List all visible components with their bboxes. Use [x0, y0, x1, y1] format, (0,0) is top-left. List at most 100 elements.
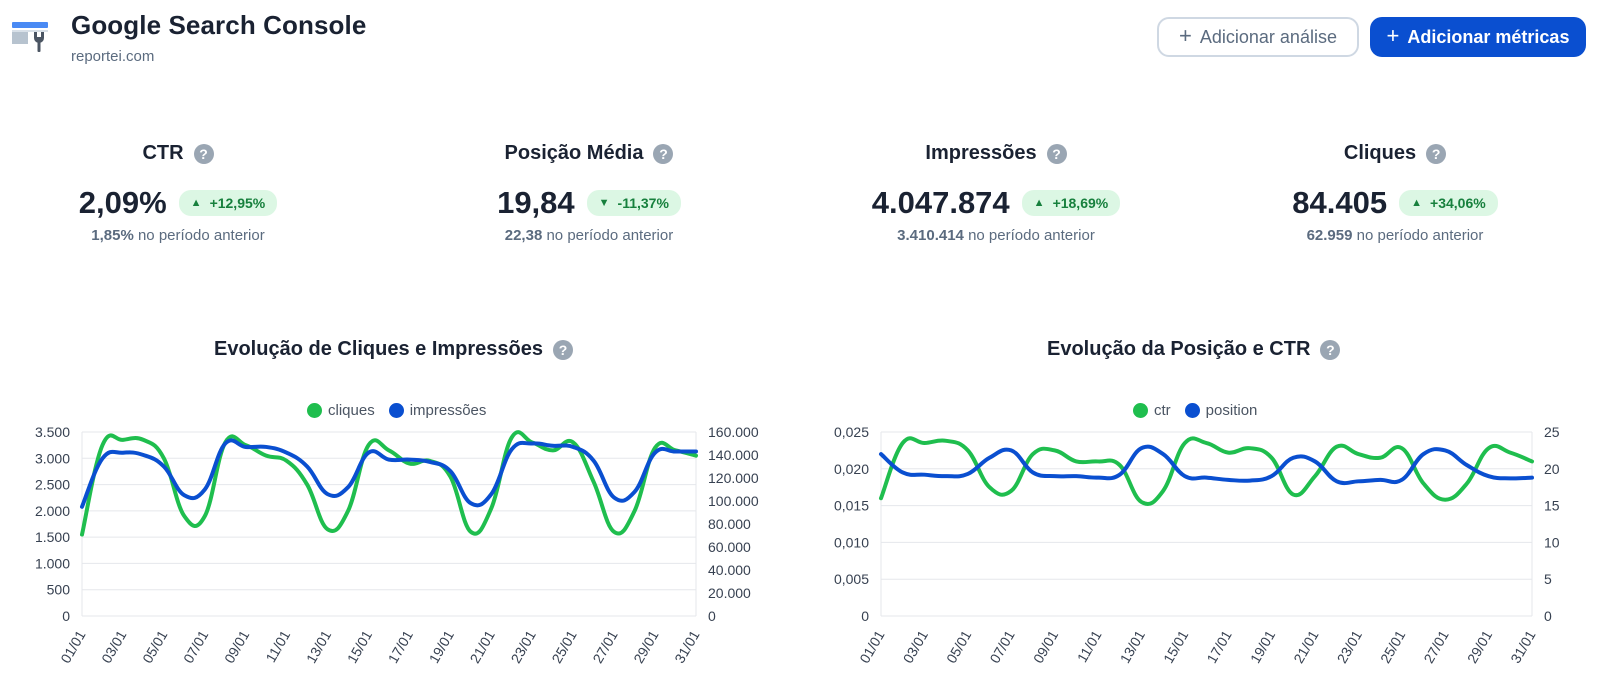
y-left-tick-label: 0,015 [834, 498, 869, 514]
y-right-tick-label: 100.000 [708, 493, 759, 509]
kpi-value: 19,84 [497, 185, 575, 220]
kpi-title: Cliques ? [1344, 142, 1447, 165]
legend-label: ctr [1154, 402, 1171, 419]
y-left-tick-label: 500 [47, 582, 71, 598]
y-right-tick-label: 120.000 [708, 470, 759, 486]
x-tick-label: 21/01 [467, 627, 498, 666]
page-header: Google Search Console reportei.com + Adi… [0, 0, 1600, 80]
x-tick-label: 29/01 [630, 627, 661, 666]
help-icon[interactable]: ? [653, 143, 674, 164]
arrow-up-icon: ▲ [190, 197, 202, 209]
x-tick-label: 23/01 [1334, 627, 1365, 666]
kpi-previous: 22,38 no período anterior [399, 227, 779, 244]
delta-value: +34,06% [1430, 195, 1486, 211]
kpi-value: 2,09% [78, 185, 167, 220]
help-icon[interactable]: ? [553, 339, 574, 360]
legend-item-position[interactable]: position [1184, 402, 1258, 419]
x-tick-label: 11/01 [1074, 627, 1105, 665]
help-icon[interactable]: ? [1046, 143, 1067, 164]
legend-swatch [388, 403, 404, 418]
kpi-average-position: Posição Média ? 19,84 ▼ -11,37% 22,38 no… [399, 142, 779, 244]
legend-swatch [1184, 403, 1200, 418]
x-tick-label: 01/01 [856, 627, 887, 666]
x-tick-label: 17/01 [1203, 627, 1234, 666]
legend-label: impressões [409, 402, 487, 419]
x-tick-label: 03/01 [900, 627, 931, 666]
chart-legend: cliques impressões [307, 402, 486, 419]
add-analysis-label: Adicionar análise [1199, 26, 1337, 47]
y-left-tick-label: 0 [62, 608, 70, 624]
y-left-tick-label: 1.000 [35, 555, 70, 571]
y-right-tick-label: 10 [1544, 534, 1560, 550]
legend-item-ctr[interactable]: ctr [1133, 402, 1171, 419]
x-tick-label: 17/01 [385, 627, 416, 666]
page-subtitle: reportei.com [71, 48, 155, 65]
delta-badge: ▼ -11,37% [586, 190, 681, 216]
delta-value: +18,69% [1052, 195, 1109, 211]
kpi-previous: 3.410.414 no período anterior [806, 227, 1186, 244]
x-tick-label: 31/01 [1507, 627, 1538, 666]
previous-label: no período anterior [137, 227, 265, 244]
x-tick-label: 19/01 [426, 627, 457, 666]
page-title: Google Search Console [71, 10, 367, 40]
y-right-tick-label: 5 [1544, 571, 1552, 587]
kpi-clicks: Cliques ? 84.405 ▲ +34,06% 62.959 no per… [1205, 142, 1585, 244]
arrow-down-icon: ▼ [598, 197, 610, 209]
x-tick-label: 13/01 [303, 627, 334, 666]
previous-value: 3.410.414 [897, 227, 964, 244]
help-icon[interactable]: ? [1426, 143, 1447, 164]
y-left-tick-label: 2.500 [35, 477, 70, 493]
y-right-tick-label: 80.000 [708, 516, 751, 532]
legend-item-impressoes[interactable]: impressões [388, 402, 487, 419]
x-tick-label: 05/01 [943, 627, 974, 666]
y-left-tick-label: 0,020 [834, 461, 869, 477]
help-icon[interactable]: ? [193, 143, 214, 164]
kpi-value: 84.405 [1292, 185, 1388, 220]
x-tick-label: 09/01 [1030, 627, 1061, 666]
arrow-up-icon: ▲ [1411, 197, 1423, 209]
series-line-cliques [80, 430, 698, 537]
legend-label: position [1205, 402, 1258, 419]
arrow-up-icon: ▲ [1033, 197, 1045, 209]
x-tick-label: 05/01 [139, 627, 170, 666]
kpi-previous: 62.959 no período anterior [1205, 227, 1585, 244]
search-console-logo-icon [12, 22, 48, 52]
y-left-tick-label: 0,005 [834, 571, 869, 587]
clicks-impressions-chart: 0 500 1.000 1.500 2.000 2.500 3.000 3.500 0 20.00… [35, 424, 759, 666]
x-tick-label: 25/01 [548, 627, 579, 666]
chart-title-clicks-impressions: Evolução de Cliques e Impressões ? [214, 338, 574, 361]
y-right-tick-label: 60.000 [708, 539, 751, 555]
add-metrics-label: Adicionar métricas [1407, 26, 1570, 47]
previous-value: 1,85% [91, 227, 134, 244]
x-tick-label: 25/01 [1377, 627, 1408, 666]
previous-value: 22,38 [504, 227, 543, 244]
y-right-tick-label: 20.000 [708, 585, 751, 601]
legend-swatch [307, 403, 322, 418]
x-tick-label: 29/01 [1464, 627, 1495, 666]
y-left-tick-label: 1.500 [35, 529, 70, 545]
chart-title-text: Evolução de Cliques e Impressões [214, 338, 544, 360]
legend-item-cliques[interactable]: cliques [307, 402, 375, 419]
help-icon[interactable]: ? [1320, 339, 1341, 360]
series-line-ctr [879, 436, 1534, 507]
kpi-title-text: Posição Média [504, 142, 644, 164]
add-metrics-button[interactable]: + Adicionar métricas [1370, 17, 1586, 57]
delta-value: -11,37% [617, 195, 669, 211]
x-tick-label: 09/01 [221, 627, 252, 666]
y-right-tick-label: 15 [1544, 498, 1560, 514]
kpi-title-text: CTR [142, 142, 184, 164]
x-tick-label: 01/01 [57, 627, 88, 666]
kpi-previous: 1,85% no período anterior [0, 227, 368, 244]
x-tick-label: 15/01 [344, 627, 375, 666]
kpi-title-text: Impressões [925, 142, 1037, 164]
chart-title-text: Evolução da Posição e CTR [1047, 338, 1311, 360]
plus-icon: + [1179, 23, 1192, 48]
y-right-tick-label: 160.000 [708, 424, 759, 440]
y-left-tick-label: 0,010 [834, 534, 869, 550]
add-analysis-button[interactable]: + Adicionar análise [1157, 17, 1359, 57]
x-tick-label: 11/01 [262, 627, 293, 665]
x-tick-label: 27/01 [589, 627, 620, 666]
kpi-value: 4.047.874 [871, 185, 1010, 220]
x-tick-label: 07/01 [986, 627, 1017, 666]
y-right-tick-label: 25 [1544, 424, 1560, 440]
